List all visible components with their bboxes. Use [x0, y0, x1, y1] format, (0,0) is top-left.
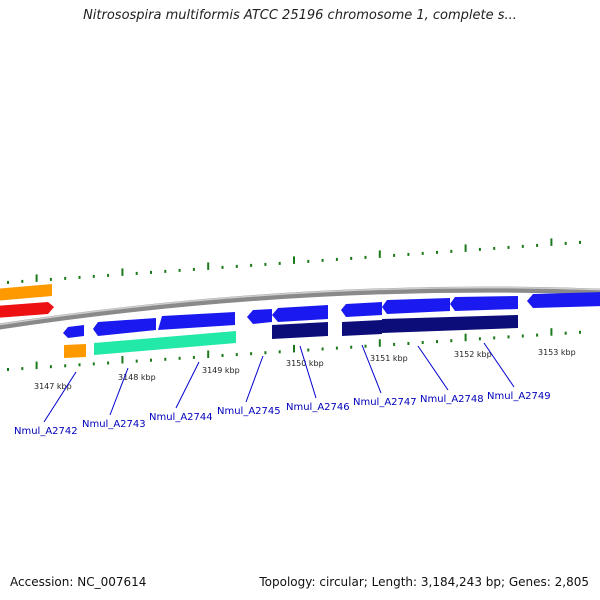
- cds-feature[interactable]: [93, 318, 156, 336]
- leader-line: [361, 344, 382, 394]
- cds-feature[interactable]: [341, 302, 382, 317]
- chromosome-backbone-highlight: [0, 286, 600, 326]
- gene-feature[interactable]: [382, 315, 518, 333]
- gene-feature[interactable]: [94, 331, 236, 355]
- locus-tag[interactable]: Nmul_A2744: [149, 412, 213, 423]
- locus-tag[interactable]: Nmul_A2749: [487, 391, 551, 402]
- kbp-labels: 3147 kbp 3148 kbp 3149 kbp 3150 kbp 3151…: [34, 348, 576, 391]
- kbp-label: 3150 kbp: [286, 359, 324, 368]
- map-title: Nitrosospira multiformis ATCC 25196 chro…: [83, 8, 517, 23]
- outer-strand-genes: [0, 284, 54, 318]
- leader-line: [299, 345, 317, 399]
- kbp-label: 3152 kbp: [454, 350, 492, 359]
- leader-line: [175, 361, 200, 409]
- locus-tag[interactable]: Nmul_A2745: [217, 406, 281, 417]
- cds-feature[interactable]: [247, 309, 272, 324]
- inner-gene-row: [64, 331, 236, 358]
- gene-feature[interactable]: [64, 344, 86, 358]
- cds-feature[interactable]: [158, 312, 235, 330]
- dark-gene-row: [272, 315, 518, 339]
- locus-tag[interactable]: Nmul_A2746: [286, 402, 350, 413]
- locus-tag[interactable]: Nmul_A2747: [353, 397, 417, 408]
- cds-feature[interactable]: [527, 292, 600, 308]
- chromosome-backbone: [0, 286, 600, 330]
- kbp-label: 3148 kbp: [118, 373, 156, 382]
- outer-tick-row: [7, 238, 581, 284]
- kbp-label: 3147 kbp: [34, 382, 72, 391]
- cds-feature[interactable]: [63, 325, 84, 338]
- gene-feature[interactable]: [272, 322, 328, 339]
- locus-tag[interactable]: Nmul_A2742: [14, 426, 78, 437]
- leader-line: [43, 371, 77, 423]
- accession-label: Accession: NC_007614: [10, 575, 147, 589]
- cds-row: [63, 292, 600, 338]
- leader-line: [483, 342, 515, 388]
- inner-tick-row: [7, 328, 581, 371]
- topology-label: Topology: circular; Length: 3,184,243 bp…: [259, 575, 589, 589]
- kbp-label: 3151 kbp: [370, 354, 408, 363]
- cds-feature[interactable]: [272, 305, 328, 322]
- gene-feature[interactable]: [0, 284, 52, 301]
- kbp-label: 3149 kbp: [202, 366, 240, 375]
- leader-line: [417, 345, 449, 391]
- cds-feature[interactable]: [382, 298, 450, 314]
- kbp-label: 3153 kbp: [538, 348, 576, 357]
- locus-tags: Nmul_A2742 Nmul_A2743 Nmul_A2744 Nmul_A2…: [14, 391, 551, 437]
- cds-feature[interactable]: [450, 296, 518, 311]
- leader-line: [245, 355, 264, 403]
- locus-tag[interactable]: Nmul_A2743: [82, 419, 146, 430]
- gene-feature[interactable]: [0, 302, 54, 318]
- leader-line: [109, 367, 129, 416]
- leader-lines: [43, 342, 515, 423]
- gene-feature[interactable]: [342, 320, 382, 336]
- locus-tag[interactable]: Nmul_A2748: [420, 394, 484, 405]
